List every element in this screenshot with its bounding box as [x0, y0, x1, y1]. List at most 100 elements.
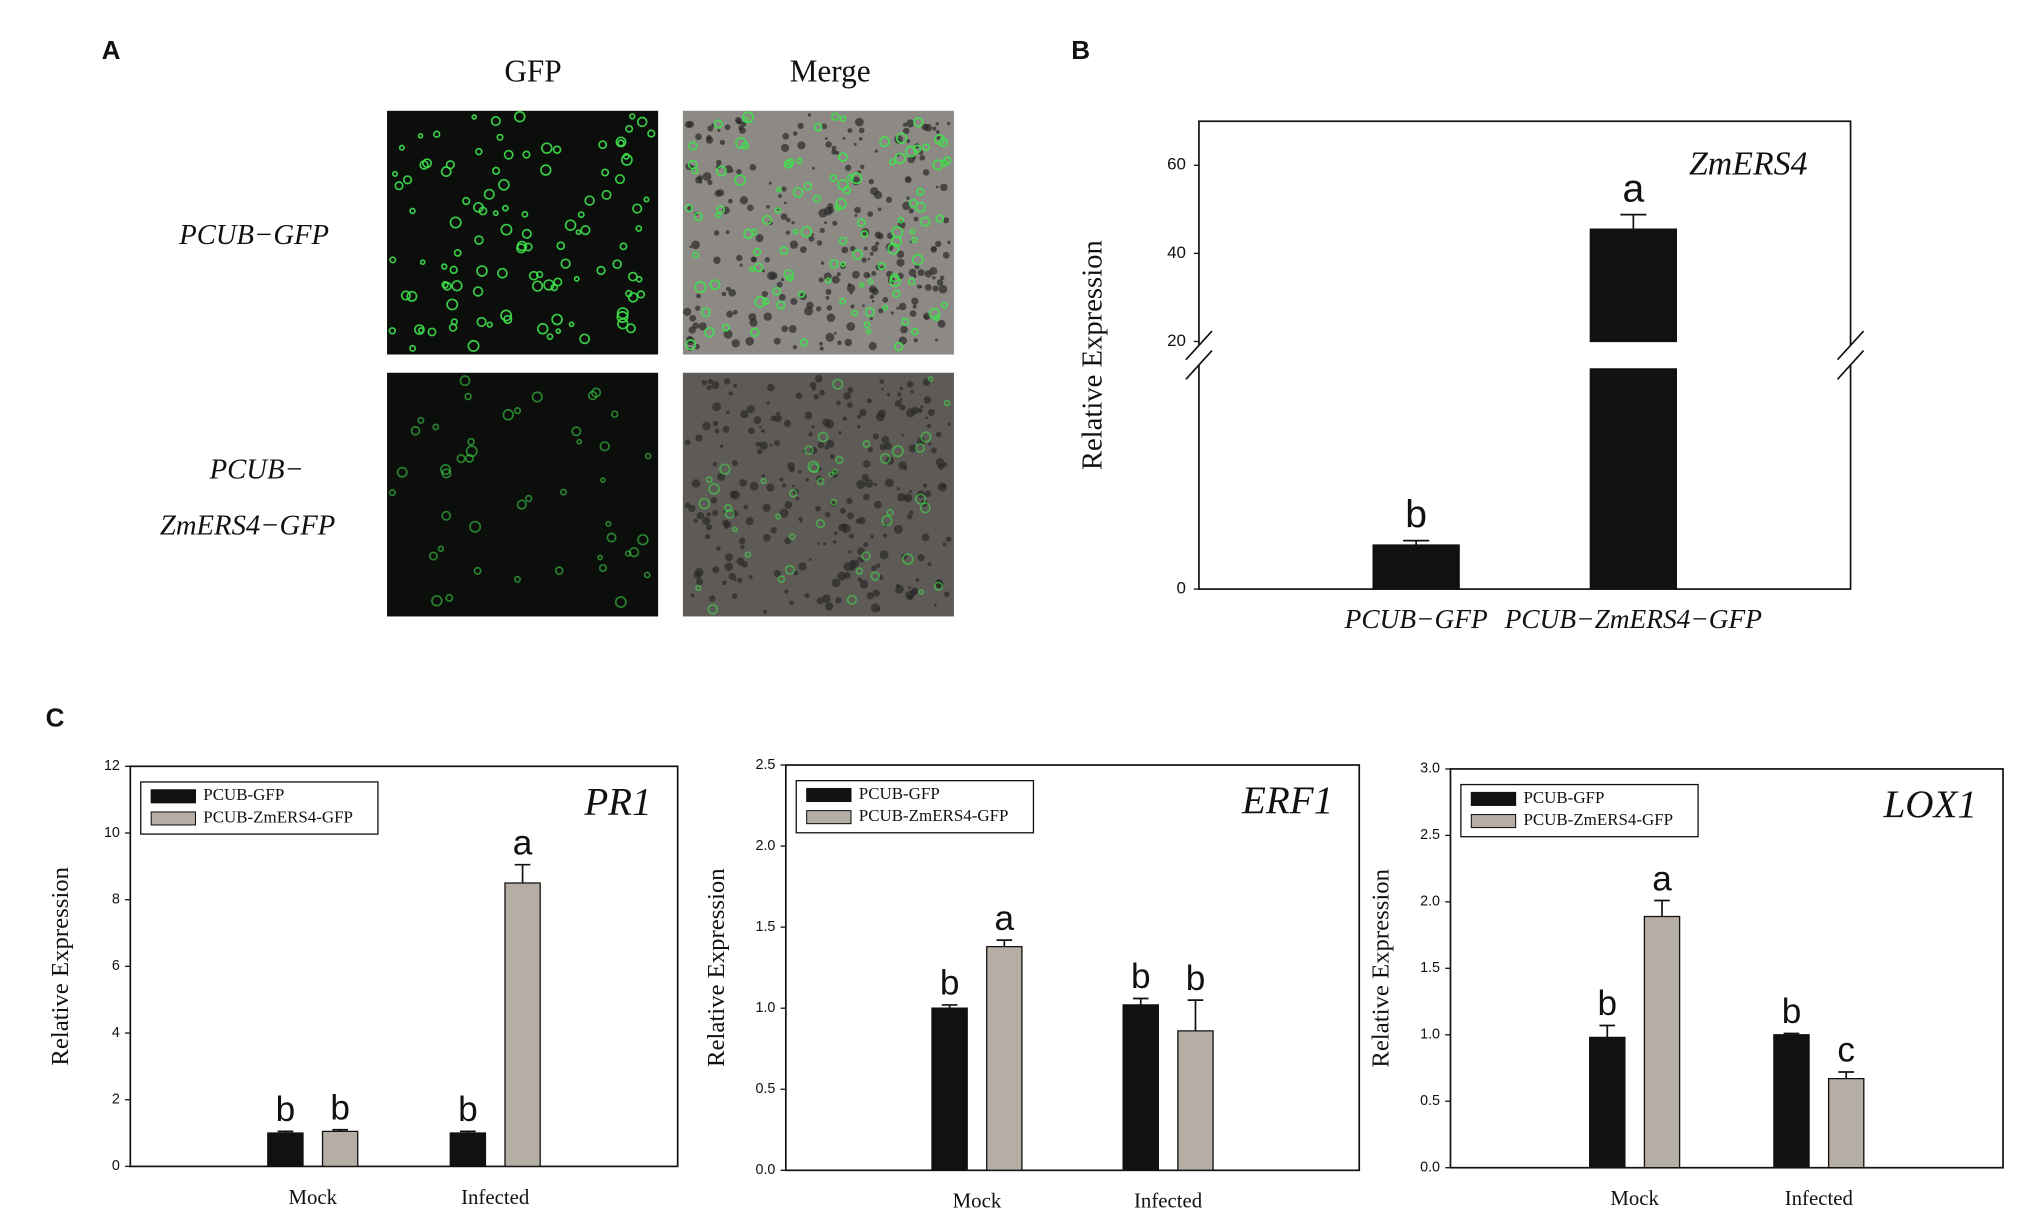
cell	[938, 284, 948, 294]
cell	[686, 336, 695, 346]
cell	[893, 524, 903, 534]
cell	[778, 194, 782, 198]
gfp-cell	[605, 520, 612, 527]
gfp-cell	[708, 483, 720, 495]
cell	[858, 127, 865, 134]
cell	[940, 183, 948, 192]
row-label: PCUB−	[209, 453, 304, 485]
cell	[739, 263, 743, 267]
cell	[808, 235, 815, 242]
gfp-cell	[695, 584, 702, 592]
cell	[688, 504, 696, 513]
significance-letter: b	[330, 1088, 350, 1127]
gfp-cell	[440, 166, 452, 177]
gfp-cell	[861, 551, 871, 561]
bar	[1372, 544, 1460, 590]
cell	[857, 517, 866, 525]
gfp-cell	[396, 466, 408, 478]
gfp-cell	[554, 566, 564, 575]
gfp-cell	[809, 462, 820, 473]
chart-title: LOX1	[1883, 783, 1977, 826]
gfp-cell	[852, 249, 864, 261]
gfp-cell	[912, 144, 922, 154]
cell	[870, 534, 874, 539]
bar	[267, 1132, 304, 1168]
cell	[825, 332, 835, 342]
y-axis-label: Relative Expression	[703, 868, 730, 1067]
gfp-cell	[501, 204, 509, 212]
cell	[932, 126, 937, 131]
cell	[907, 155, 915, 164]
gfp-cell	[877, 261, 886, 271]
cell	[692, 322, 700, 330]
gfp-cell	[445, 593, 454, 602]
error-bar	[1599, 1024, 1616, 1038]
cell	[910, 389, 914, 394]
gfp-cell	[419, 160, 429, 170]
gfp-cell	[606, 532, 617, 543]
significance-letter: b	[1782, 992, 1802, 1031]
cell	[784, 501, 793, 509]
cell	[924, 124, 933, 132]
cell	[847, 387, 854, 394]
gfp-cell	[417, 132, 424, 139]
cell	[927, 423, 932, 429]
gfp-cell	[476, 265, 488, 277]
gfp-cell	[813, 122, 823, 132]
gfp-cell	[894, 152, 906, 165]
cell	[863, 271, 870, 279]
gfp-cell	[598, 563, 608, 573]
cell	[934, 240, 942, 248]
cell	[747, 427, 755, 435]
cell	[723, 378, 731, 385]
gfp-cell	[616, 307, 629, 320]
cell	[824, 511, 831, 518]
cell	[882, 296, 889, 303]
gfp-cell	[754, 295, 767, 308]
gfp-cell	[643, 571, 651, 579]
cell	[869, 294, 875, 300]
cell	[720, 444, 724, 448]
cell	[857, 547, 866, 556]
cell	[792, 484, 795, 488]
gfp-cell	[540, 164, 552, 176]
cell	[849, 561, 857, 569]
gfp-cell	[891, 445, 904, 458]
cell	[917, 407, 923, 413]
cell	[804, 306, 814, 316]
bar	[1122, 1004, 1159, 1171]
gfp-cell	[815, 518, 826, 529]
significance-letter: b	[276, 1090, 296, 1129]
gfp-cell	[772, 286, 782, 296]
gfp-cell	[475, 147, 483, 156]
cell	[783, 201, 787, 205]
cell	[897, 392, 902, 397]
gfp-cell	[398, 144, 405, 151]
error-bar	[1654, 899, 1670, 917]
cell	[776, 281, 783, 288]
cell	[876, 563, 881, 568]
cell	[755, 441, 761, 447]
cell	[793, 570, 799, 576]
gfp-cell	[596, 265, 606, 276]
cell	[824, 221, 827, 225]
cell	[831, 275, 840, 284]
cell	[707, 378, 714, 385]
cell	[859, 579, 869, 589]
cell	[942, 542, 947, 547]
gfp-cell	[918, 589, 925, 595]
cell	[850, 304, 855, 309]
cell	[935, 338, 939, 342]
significance-letter: c	[1837, 1031, 1855, 1070]
chart-title: PR1	[583, 780, 651, 823]
y-tick-label: 10	[104, 825, 120, 841]
cell	[835, 597, 842, 604]
gfp-cell	[524, 494, 533, 503]
cell	[832, 539, 837, 544]
gfp-cell	[835, 455, 844, 464]
gfp-cell	[829, 174, 838, 182]
gfp-cell	[503, 314, 513, 325]
cell	[797, 141, 806, 150]
cell	[824, 137, 828, 140]
cell	[896, 258, 905, 267]
